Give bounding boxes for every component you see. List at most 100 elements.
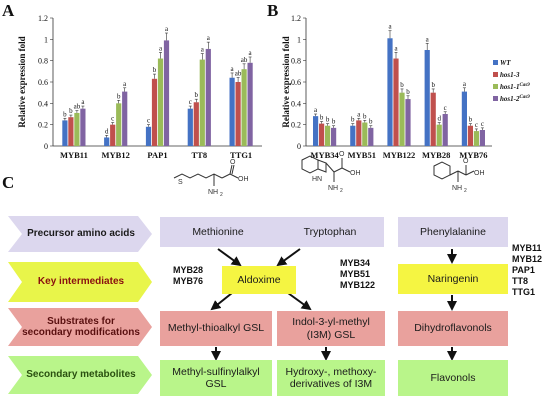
chart-a-significance-letter: d — [105, 127, 109, 135]
chart-b-bar — [461, 91, 467, 146]
chart-b-bar — [424, 50, 430, 146]
arrow-aldoxime-to-methylthio — [210, 292, 233, 311]
chart-b-bar — [331, 127, 337, 146]
chart-a: Relative expression fold 0 0.2 0.4 0.6 0.8 1 1… — [17, 14, 262, 160]
row-label-precursor: Precursor amino acids — [27, 228, 135, 240]
chart-b-significance-letter: c — [475, 121, 478, 129]
chart-a-significance-letter: a — [159, 44, 163, 52]
methionine-oh-label: OH — [238, 176, 249, 183]
chart-b-bar — [356, 120, 362, 146]
arrow-aldoxime-to-indol — [287, 292, 312, 311]
aldoxime-box: Aldoxime — [222, 266, 296, 294]
chart-b-ylabel: Relative expression fold — [281, 36, 291, 127]
chart-a-ytick-label: 1 — [44, 35, 48, 44]
chart-a-bar — [229, 77, 235, 146]
myb-left-0: MYB28 — [173, 265, 204, 275]
tryptophan-nh2-sub: 2 — [340, 188, 343, 194]
chart-a-bar — [104, 137, 110, 146]
chart-a-significance-letter: a — [207, 34, 211, 42]
chart-a-bar — [205, 48, 211, 146]
chart-a-significance-letter: ab — [235, 70, 242, 78]
flavonols-box: Flavonols — [398, 360, 508, 396]
chart-b-bar — [405, 99, 411, 146]
chart-b-bar — [399, 92, 405, 146]
chart-b-ytick-label: 1 — [297, 35, 301, 44]
chart-a-ytick-label: 0 — [44, 142, 48, 151]
chart-b-bar — [479, 130, 485, 146]
chart-b-ytick-label: 0.4 — [291, 99, 301, 108]
chart-b-significance-letter: c — [481, 120, 484, 128]
myb-mid-1: MYB51 — [340, 269, 371, 279]
myb-right-2: PAP1 — [512, 265, 535, 275]
legend-swatch — [493, 84, 498, 89]
chart-b-significance-letter: b — [469, 116, 473, 124]
legend-entry: hos1-1Cas9 — [500, 83, 530, 91]
myb-mid-0: MYB34 — [340, 258, 371, 268]
pathway-row-shapes — [8, 216, 152, 394]
chart-b-category-label: MYB51 — [348, 150, 376, 160]
myb-list-right: MYB11 MYB12 PAP1 TT8 TTG1 — [512, 243, 542, 298]
chart-b-bar — [362, 122, 368, 146]
methionine-nh2-label: NH — [208, 189, 218, 196]
panel-label-b: B — [267, 1, 278, 20]
phenylalanine-oh-label: OH — [474, 170, 485, 177]
chart-a-significance-letter: ab — [241, 56, 248, 64]
chart-b-ytick-label: 1.2 — [291, 14, 301, 23]
arrow-met-to-aldoxime — [217, 248, 242, 267]
chart-b-significance-letter: a — [357, 110, 361, 118]
myb-left-1: MYB76 — [173, 276, 204, 286]
chart-a-significance-letter: a — [201, 46, 205, 54]
chart-a-ytick-label: 0.2 — [38, 121, 48, 130]
chart-b-significance-letter: b — [400, 81, 404, 89]
methionine-box: Methionine — [160, 217, 276, 247]
row-shape-metabolites — [8, 356, 152, 394]
chart-b-significance-letter: a — [388, 23, 392, 31]
chart-a-ytick-label: 0.4 — [38, 99, 48, 108]
chart-b-significance-letter: b — [326, 116, 330, 124]
chart-a-significance-letter: a — [231, 65, 235, 73]
tryptophan-nh2-label: NH — [328, 185, 338, 192]
chart-a-category-label: MYB12 — [102, 150, 130, 160]
methylthio-box: Methyl-thioalkyl GSL — [160, 311, 272, 346]
chart-b-significance-letter: a — [426, 35, 430, 43]
chart-b-bar — [350, 125, 356, 146]
chart-a-ytick-label: 0.6 — [38, 78, 48, 87]
naringenin-box: Naringenin — [398, 264, 508, 294]
chart-a-significance-letter: b — [153, 66, 157, 74]
chart-b-bar — [368, 127, 374, 146]
chart-b-bar — [325, 125, 331, 146]
legend-superscript: Cas9 — [519, 95, 530, 100]
arrow-trp-to-aldoxime — [276, 248, 301, 267]
chart-b-bar — [473, 131, 479, 146]
phenylalanine-nh2-label: NH — [452, 185, 462, 192]
row-shape-substrates — [8, 308, 152, 346]
chart-a-category-label: PAP1 — [147, 150, 167, 160]
chart-a-significance-letter: c — [189, 98, 192, 106]
chart-b-legend: WT hos1-3 hos1-1Cas9 hos1-2Cas9 — [493, 59, 530, 103]
phenylalanine-box: Phenylalanine — [398, 217, 508, 247]
chart-a-significance-letter: ab — [74, 103, 81, 111]
chart-b-significance-letter: a — [463, 80, 467, 88]
chart-a-bar — [110, 124, 116, 146]
chart-b-significance-letter: b — [406, 88, 410, 96]
myb-right-4: TTG1 — [512, 287, 536, 297]
legend-superscript: Cas9 — [519, 83, 530, 88]
hydroxy-box: Hydroxy-, methoxy-derivatives of I3M — [277, 360, 385, 396]
chart-b-significance-letter: c — [444, 104, 447, 112]
chart-a-bar — [80, 108, 86, 146]
legend-swatch — [493, 72, 498, 77]
row-label-substrates: Substrates for secondary modifications — [22, 315, 140, 339]
chart-a-category-label: TT8 — [192, 150, 208, 160]
legend-entry: hos1-2Cas9 — [500, 95, 530, 103]
chart-b-bar — [467, 125, 473, 146]
chart-a-bar — [116, 103, 122, 146]
chart-a-bar — [187, 108, 193, 146]
chart-a-significance-letter: b — [195, 91, 199, 99]
chart-b-significance-letter: b — [351, 116, 355, 124]
chart-a-bar — [199, 59, 205, 146]
chart-b-significance-letter: b — [363, 112, 367, 120]
chart-a-bar — [157, 58, 164, 146]
tryptophan-o-label: O — [339, 151, 345, 158]
chart-a-bar — [235, 82, 241, 146]
